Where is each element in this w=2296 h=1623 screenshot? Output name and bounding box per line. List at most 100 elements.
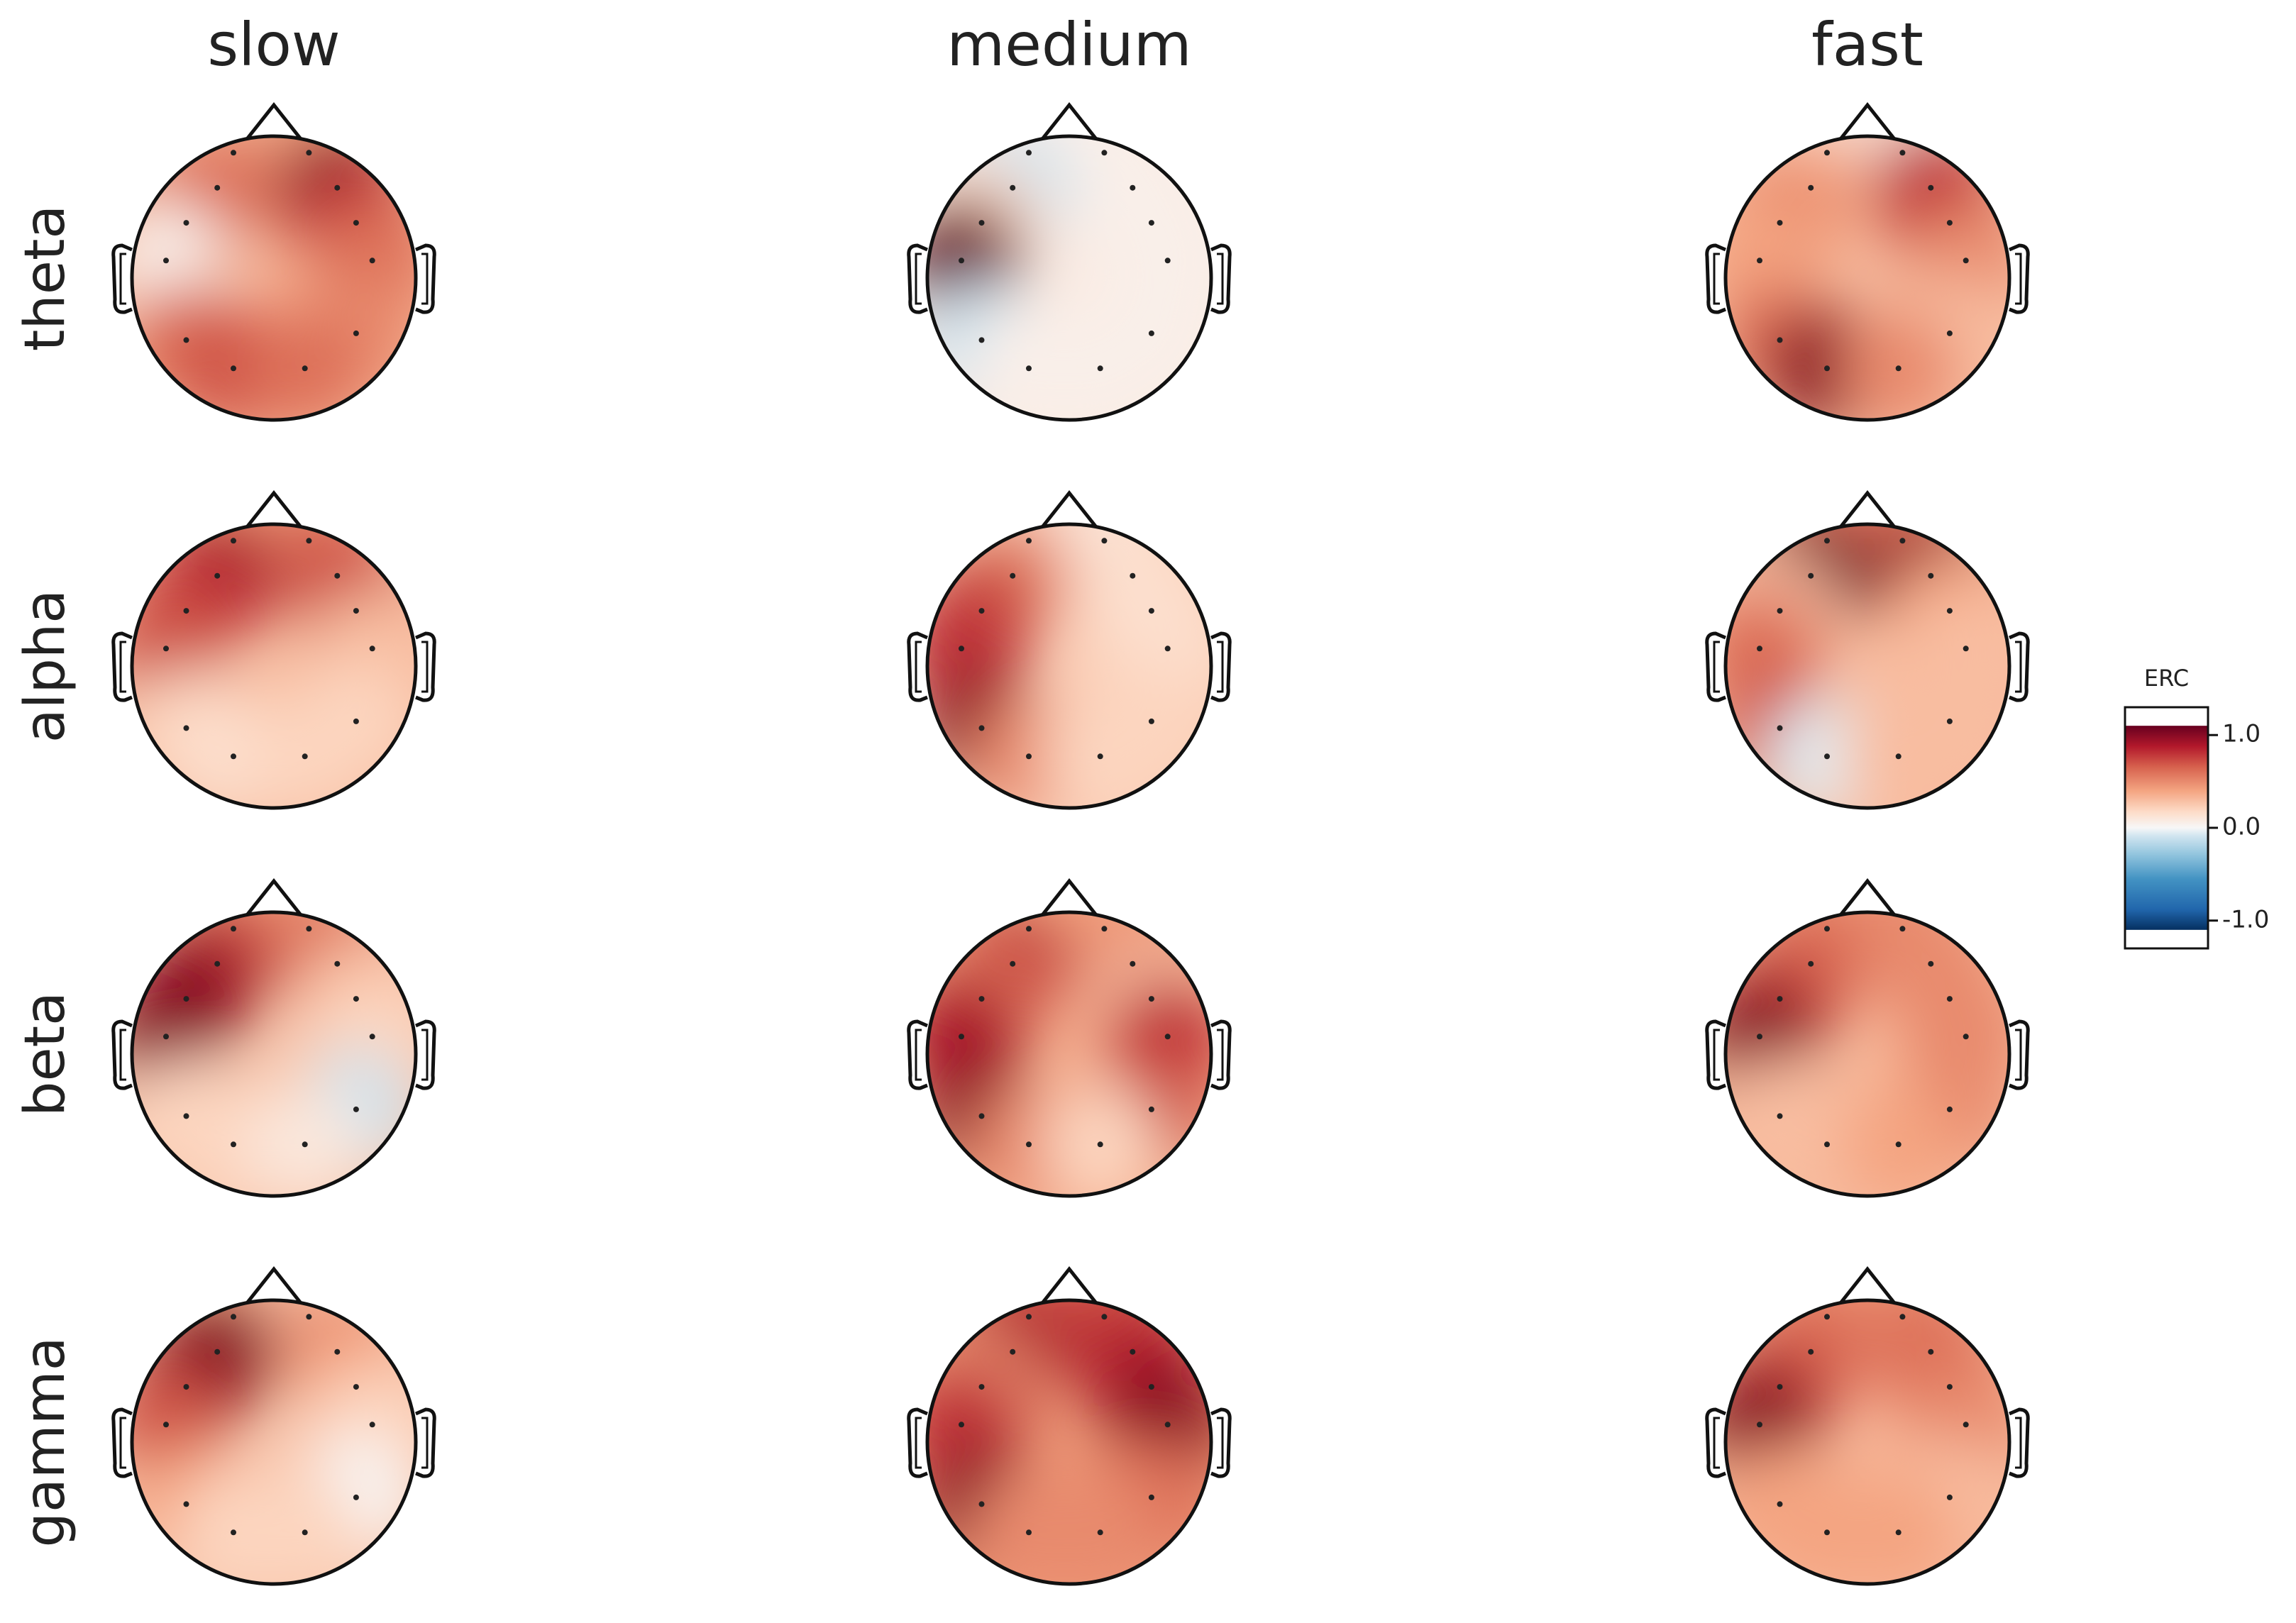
electrode bbox=[978, 1384, 985, 1390]
colorbar-tick-label: 0.0 bbox=[2222, 813, 2261, 841]
ear bbox=[111, 243, 133, 314]
electrode bbox=[163, 646, 169, 652]
ear bbox=[1705, 1019, 1726, 1090]
electrode bbox=[1946, 330, 1953, 336]
ear bbox=[1210, 1019, 1232, 1090]
electrode bbox=[1808, 184, 1814, 191]
nose bbox=[1839, 101, 1896, 140]
electrode bbox=[978, 608, 985, 614]
electrode bbox=[214, 184, 221, 191]
electrode bbox=[302, 365, 308, 372]
electrode bbox=[1895, 753, 1902, 760]
ear-inner bbox=[421, 253, 429, 305]
electrode bbox=[1026, 538, 1032, 544]
electrode bbox=[1026, 1529, 1032, 1536]
ear bbox=[415, 631, 436, 702]
electrode bbox=[978, 337, 985, 343]
electrode bbox=[1963, 1034, 1969, 1040]
topomap bbox=[1705, 877, 2030, 1198]
electrode bbox=[214, 960, 221, 967]
electrode bbox=[978, 725, 985, 731]
electrode bbox=[1928, 572, 1934, 579]
ear bbox=[907, 1407, 928, 1478]
electrode bbox=[1101, 926, 1108, 932]
ear bbox=[111, 1019, 133, 1090]
electrode bbox=[1895, 1529, 1902, 1536]
topomap-field bbox=[927, 1300, 1211, 1584]
electrode bbox=[231, 150, 236, 156]
electrode bbox=[231, 1314, 236, 1320]
electrode bbox=[183, 337, 189, 343]
topomap bbox=[111, 489, 436, 810]
ear-inner bbox=[119, 253, 126, 305]
ear-inner bbox=[915, 253, 922, 305]
electrode bbox=[163, 257, 169, 264]
topomap bbox=[907, 489, 1232, 810]
electrode bbox=[1963, 646, 1969, 652]
electrode bbox=[1895, 1141, 1902, 1148]
electrode bbox=[1899, 150, 1906, 156]
electrode bbox=[978, 996, 985, 1002]
ear-inner bbox=[1713, 641, 1720, 693]
electrode bbox=[959, 257, 964, 264]
electrode bbox=[1757, 257, 1762, 264]
electrode bbox=[183, 220, 189, 226]
topomap bbox=[111, 101, 436, 422]
ear bbox=[1705, 243, 1726, 314]
colorbar-tick-label: 1.0 bbox=[2222, 720, 2261, 748]
electrode bbox=[978, 220, 985, 226]
electrode bbox=[1148, 608, 1154, 614]
nose bbox=[1041, 877, 1098, 916]
row-label: alpha bbox=[13, 589, 77, 743]
ear-inner bbox=[2015, 253, 2022, 305]
head-outline bbox=[130, 1298, 418, 1586]
ear bbox=[907, 243, 928, 314]
electrode bbox=[1777, 1113, 1783, 1119]
electrode bbox=[1824, 365, 1830, 372]
electrode bbox=[1824, 1529, 1830, 1536]
ear bbox=[415, 1407, 436, 1478]
ear bbox=[2009, 1019, 2030, 1090]
head-outline bbox=[130, 134, 418, 422]
electrode bbox=[1097, 1141, 1103, 1148]
electrode bbox=[1946, 996, 1953, 1002]
electrode bbox=[1148, 1494, 1154, 1500]
electrode bbox=[214, 572, 221, 579]
electrode bbox=[1899, 538, 1906, 544]
electrode bbox=[353, 996, 359, 1002]
topomap-field bbox=[132, 524, 416, 808]
electrode bbox=[369, 646, 375, 652]
topomap-field bbox=[132, 912, 416, 1196]
electrode bbox=[1757, 1034, 1762, 1040]
electrode bbox=[302, 1529, 308, 1536]
ear bbox=[1210, 631, 1232, 702]
electrode bbox=[163, 1422, 169, 1428]
ear bbox=[1210, 1407, 1232, 1478]
nose bbox=[1839, 489, 1896, 528]
ear-inner bbox=[2015, 641, 2022, 693]
nose bbox=[1839, 1265, 1896, 1305]
electrode bbox=[163, 1034, 169, 1040]
electrode bbox=[1928, 184, 1934, 191]
ear-inner bbox=[119, 1029, 126, 1081]
electrode bbox=[306, 538, 312, 544]
topomap bbox=[111, 877, 436, 1198]
ear-inner bbox=[1217, 1029, 1224, 1081]
ear bbox=[2009, 631, 2030, 702]
electrode bbox=[1808, 1348, 1814, 1355]
topomap bbox=[111, 1265, 436, 1586]
electrode bbox=[1148, 996, 1154, 1002]
electrode bbox=[334, 1348, 341, 1355]
ear bbox=[415, 243, 436, 314]
electrode bbox=[1148, 330, 1154, 336]
electrode bbox=[1164, 1034, 1171, 1040]
electrode bbox=[369, 257, 375, 264]
electrode bbox=[1808, 572, 1814, 579]
nose bbox=[245, 877, 302, 916]
electrode bbox=[1808, 960, 1814, 967]
ear-inner bbox=[1217, 253, 1224, 305]
electrode bbox=[302, 753, 308, 760]
electrode bbox=[353, 1494, 359, 1500]
electrode bbox=[1963, 257, 1969, 264]
electrode bbox=[1946, 220, 1953, 226]
